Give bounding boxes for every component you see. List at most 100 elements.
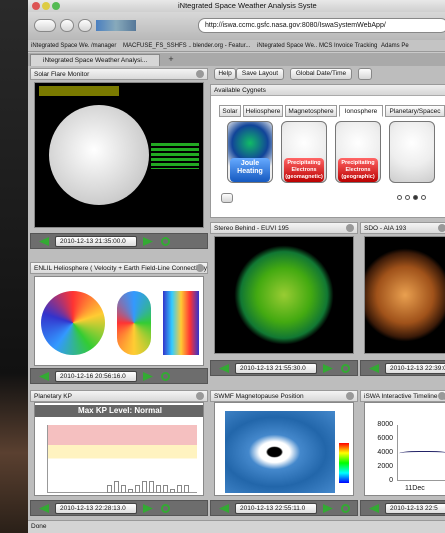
prev-button[interactable] bbox=[219, 504, 229, 513]
date-dropdown[interactable]: 2010-12-13 21:35:00.0 bbox=[55, 236, 137, 247]
home-button[interactable] bbox=[78, 19, 92, 32]
page-dot[interactable] bbox=[421, 195, 426, 200]
panel-image bbox=[34, 276, 204, 366]
page-dot[interactable] bbox=[405, 195, 410, 200]
toolbar-button[interactable]: Save Layout bbox=[236, 68, 284, 80]
date-dropdown[interactable]: 2010-12-13 22:28:13.0 bbox=[55, 503, 137, 514]
url-bar[interactable]: http://iswa.ccmc.gsfc.nasa.gov:8080/Iswa… bbox=[198, 18, 445, 33]
next-button[interactable] bbox=[143, 504, 153, 513]
date-dropdown[interactable]: 2010-12-13 22:39:0 bbox=[385, 363, 445, 374]
reload-panel-button[interactable] bbox=[161, 237, 170, 246]
next-button[interactable] bbox=[323, 504, 333, 513]
date-dropdown[interactable]: 2010-12-16 20:56:16.0 bbox=[55, 371, 137, 382]
panel-date-bar: 2010-12-16 20:56:16.0 bbox=[30, 368, 208, 384]
panel-close-button[interactable] bbox=[196, 70, 204, 78]
panel-image bbox=[214, 236, 354, 354]
back-forward-button[interactable] bbox=[34, 19, 56, 32]
cygnet-card[interactable]: Precipitating Electrons (geographic) bbox=[335, 121, 381, 183]
prev-button[interactable] bbox=[39, 504, 49, 513]
bookmark[interactable]: MACFUSE_FS_SSHFS ... bbox=[123, 43, 191, 49]
bookmark[interactable]: iNtegrated Space We... bbox=[257, 43, 317, 49]
enlil-plot bbox=[41, 291, 105, 355]
cygnet-card[interactable]: Joule Heating bbox=[227, 121, 273, 183]
cygnet-card[interactable] bbox=[389, 121, 435, 183]
panel-date-bar: 2010-12-13 22:28:13.0 bbox=[30, 500, 208, 516]
cygnet-tab[interactable]: Heliosphere bbox=[243, 105, 283, 117]
panel-image: 8000 6000 4000 2000 0 11Dec bbox=[364, 402, 445, 496]
panel-image bbox=[364, 236, 445, 354]
cygnet-tab[interactable]: Planetary/Spacec bbox=[385, 105, 445, 117]
date-dropdown[interactable]: 2010-12-13 22:55:11.0 bbox=[235, 503, 317, 514]
panel-image: Max KP Level: Normal bbox=[34, 402, 204, 496]
next-button[interactable] bbox=[143, 372, 153, 381]
prev-button[interactable] bbox=[369, 364, 379, 373]
kp-bar bbox=[128, 489, 133, 493]
bookmark[interactable]: MCS Invoice Tracking bbox=[319, 43, 378, 49]
cygnet-tab[interactable]: Ionosphere bbox=[339, 105, 383, 117]
bookmark[interactable]: Adams Pe bbox=[381, 43, 409, 49]
reload-button[interactable] bbox=[60, 19, 74, 32]
kp-bar bbox=[156, 485, 161, 493]
swmf-colorbar bbox=[339, 443, 349, 483]
bookmark[interactable]: /manager bbox=[91, 43, 117, 49]
panel-close-button[interactable] bbox=[346, 224, 354, 232]
monitor-table bbox=[151, 143, 199, 169]
panel-date-bar: 2010-12-13 21:55:30.0 bbox=[210, 360, 358, 376]
bookmarks-bar: iNtegrated Space We.../manager MACFUSE_FS… bbox=[28, 40, 445, 52]
kp-bar bbox=[142, 481, 147, 493]
date-dropdown[interactable]: 2010-12-13 21:55:30.0 bbox=[235, 363, 317, 374]
bookmark[interactable]: blender.org - Featur... bbox=[193, 43, 251, 49]
extension-icons bbox=[96, 20, 136, 31]
zoom-button[interactable] bbox=[52, 2, 60, 10]
panel-close-button[interactable] bbox=[196, 264, 204, 272]
panel-header: Stereo Behind - EUVI 195 bbox=[210, 222, 358, 234]
kp-bar bbox=[121, 485, 126, 493]
cygnet-card[interactable]: Precipitating Electrons (geomagnetic) bbox=[281, 121, 327, 183]
window-title: iNtegrated Space Weather Analysis Syste bbox=[178, 1, 317, 10]
enlil-plot bbox=[117, 291, 151, 355]
panel-close-button[interactable] bbox=[438, 392, 445, 400]
refresh-button[interactable] bbox=[358, 68, 372, 80]
kp-bar bbox=[184, 485, 189, 493]
enlil-plot bbox=[163, 291, 199, 355]
prev-button[interactable] bbox=[369, 504, 379, 513]
cygnet-tab[interactable]: Magnetosphere bbox=[285, 105, 337, 117]
panel-image bbox=[214, 402, 354, 496]
panel-header: Planetary KP bbox=[30, 390, 208, 402]
toolbar-button[interactable]: Global Date/Time bbox=[290, 68, 352, 80]
prev-button[interactable] bbox=[219, 364, 229, 373]
bookmark[interactable]: iNtegrated Space We... bbox=[31, 43, 89, 49]
cygnets-panel: Available Cygnets Solar Heliosphere Magneto… bbox=[210, 84, 445, 218]
cygnet-tab[interactable]: Solar bbox=[219, 105, 241, 117]
swmf-plot bbox=[225, 411, 335, 493]
browser-tab[interactable]: iNtegrated Space Weather Analysi... bbox=[30, 54, 160, 66]
kp-chart bbox=[47, 425, 197, 493]
minimize-button[interactable] bbox=[42, 2, 50, 10]
nav-toolbar: http://iswa.ccmc.gsfc.nasa.gov:8080/Iswa… bbox=[28, 12, 445, 40]
y-tick-label: 0 bbox=[389, 477, 393, 484]
panel-header: SWMF Magnetopause Position bbox=[210, 390, 358, 402]
toolbar-button[interactable]: Help bbox=[214, 68, 236, 80]
panel-date-bar: 2010-12-13 22:39:0 bbox=[360, 360, 445, 376]
panel-close-button[interactable] bbox=[346, 392, 354, 400]
panel-close-button[interactable] bbox=[438, 224, 445, 232]
new-tab-button[interactable]: + bbox=[168, 54, 174, 64]
next-button[interactable] bbox=[323, 364, 333, 373]
reload-panel-button[interactable] bbox=[161, 504, 170, 513]
y-tick-label: 6000 bbox=[377, 435, 393, 442]
panel-image bbox=[34, 82, 204, 228]
prev-button[interactable] bbox=[39, 372, 49, 381]
date-dropdown[interactable]: 2010-12-13 22:5 bbox=[385, 503, 445, 514]
content-area: Help Save Layout Global Date/Time Available… bbox=[28, 66, 445, 520]
close-button[interactable] bbox=[32, 2, 40, 10]
page-dot[interactable] bbox=[397, 195, 402, 200]
reload-panel-button[interactable] bbox=[161, 372, 170, 381]
sun-disc bbox=[49, 105, 149, 205]
panel-close-button[interactable] bbox=[196, 392, 204, 400]
scroll-left-button[interactable] bbox=[221, 193, 233, 203]
reload-panel-button[interactable] bbox=[341, 364, 350, 373]
reload-panel-button[interactable] bbox=[341, 504, 350, 513]
page-dot[interactable] bbox=[413, 195, 418, 200]
prev-button[interactable] bbox=[39, 237, 49, 246]
next-button[interactable] bbox=[143, 237, 153, 246]
